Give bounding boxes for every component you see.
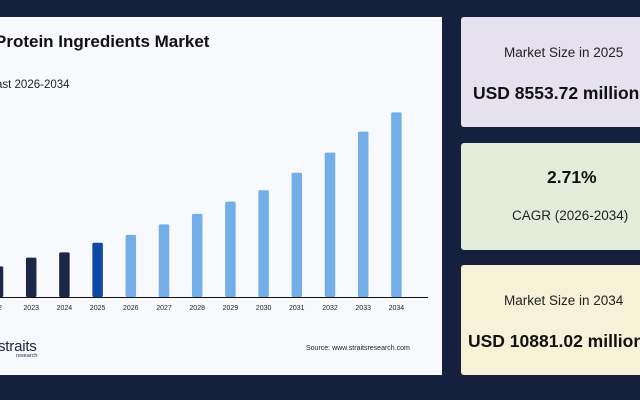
market-size-2034-card: Market Size in 2034 USD 10881.02 million <box>461 265 640 375</box>
chart-panel: Protein Ingredients Market ast 2026-2034… <box>0 17 442 375</box>
bar-2024 <box>59 252 70 297</box>
bar-2033 <box>357 131 369 297</box>
x-tick-label: 2024 <box>57 305 73 312</box>
x-tick-label: 2034 <box>389 305 405 312</box>
x-tick-label: 2023 <box>23 305 39 312</box>
chart-subtitle: ast 2026-2034 <box>0 79 70 91</box>
bar-2032 <box>324 152 336 297</box>
bar-2029 <box>225 201 236 297</box>
x-tick-label: 2033 <box>355 305 371 312</box>
brand-name: straits <box>0 338 37 355</box>
bar-2034 <box>391 112 402 297</box>
chart-title: Protein Ingredients Market <box>0 32 210 51</box>
bar-chart: 22 2023 2024 2025 2026 2027 2028 2029 2030 2031 20… <box>0 112 428 312</box>
brand-tagline: research <box>16 353 38 359</box>
card-value: USD 8553.72 million <box>473 83 640 103</box>
bar-2023 <box>25 257 37 297</box>
bar-2026 <box>125 234 137 297</box>
x-tick-label: 2028 <box>189 305 205 312</box>
bar-22 <box>0 266 4 297</box>
card-value: USD 10881.02 million <box>468 331 640 351</box>
card-label: Market Size in 2025 <box>504 45 624 60</box>
x-tick-label: 2030 <box>256 305 272 312</box>
bar-2025 <box>92 242 103 297</box>
bar-2028 <box>191 213 203 297</box>
x-tick-label: 2025 <box>90 305 106 312</box>
x-tick-label: 2029 <box>223 305 239 312</box>
brand-logo: straits research <box>0 339 37 360</box>
source-note: Source: www.straitsresearch.com <box>306 345 410 352</box>
bar-2027 <box>158 224 170 297</box>
card-label: CAGR (2026-2034) <box>512 208 629 223</box>
cagr-card: 2.71% CAGR (2026-2034) <box>461 143 640 250</box>
bar-2030 <box>258 190 269 297</box>
card-label: Market Size in 2034 <box>504 293 624 308</box>
market-size-2025-card: Market Size in 2025 USD 8553.72 million <box>461 17 640 127</box>
x-tick-label: 2032 <box>322 305 338 312</box>
bar-2031 <box>291 172 303 297</box>
x-tick-label: 2027 <box>156 305 172 312</box>
x-tick-label: 2031 <box>289 305 305 312</box>
card-value: 2.71% <box>547 167 597 187</box>
x-tick-label: 2026 <box>123 305 139 312</box>
x-tick-label: 22 <box>0 305 2 312</box>
